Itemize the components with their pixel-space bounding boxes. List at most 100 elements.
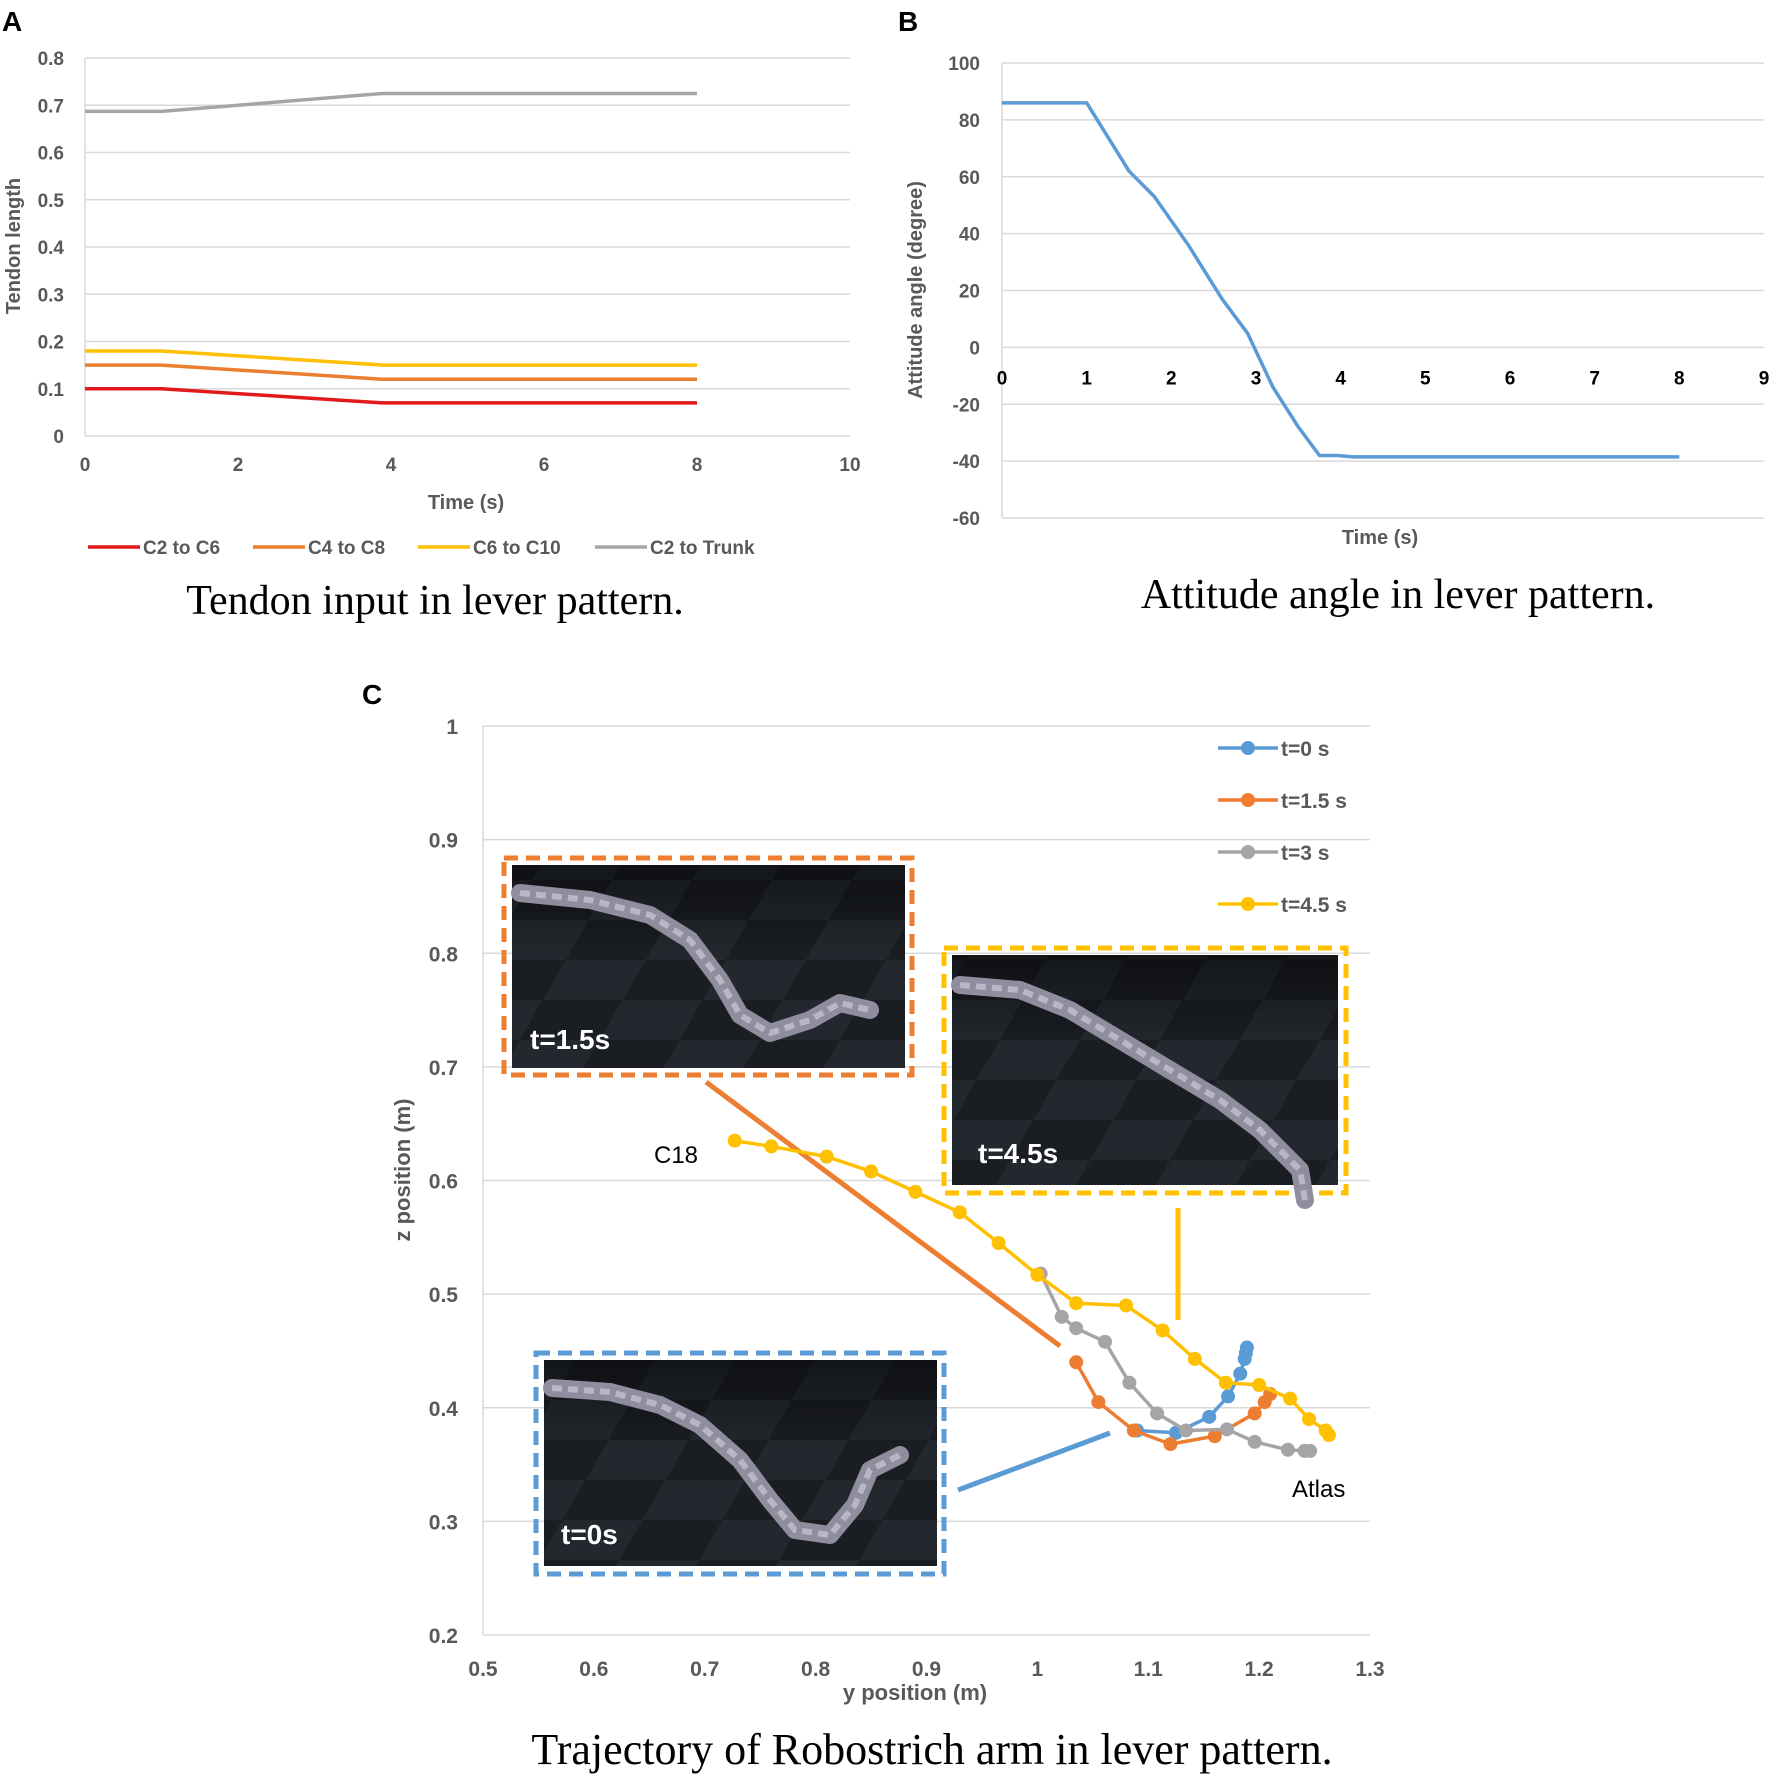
data-point-t-3-s (1178, 1423, 1193, 1438)
x-tick-label: 9 (1759, 368, 1770, 389)
data-point-t-4-5-s (1218, 1375, 1233, 1390)
panel-a-gridlines (84, 57, 850, 437)
data-point-t-4-5-s (764, 1139, 779, 1154)
inset-robot-arm-t15: t=1.5s (501, 855, 915, 1078)
data-point-t-4-5-s (1321, 1428, 1336, 1443)
data-point-t-4-5-s (908, 1184, 923, 1199)
y-tick-label: 0.3 (38, 285, 64, 306)
x-tick-label: 1 (1032, 1658, 1044, 1681)
x-tick-label: 0 (80, 455, 91, 476)
inset-frame-t15 (501, 855, 915, 1078)
data-point-t-4-5-s (1302, 1412, 1317, 1427)
legend-label: C2 to C6 (143, 538, 220, 559)
data-point-t-3-s (1280, 1442, 1295, 1457)
x-tick-label: 0.7 (690, 1658, 719, 1681)
data-point-t-4-5-s (1030, 1267, 1045, 1282)
data-point-t-1-5-s (1091, 1395, 1106, 1410)
series-line-c6-to-c10 (85, 349, 697, 367)
data-point-t-4-5-s (1155, 1323, 1170, 1338)
data-point-t-4-5-s (727, 1133, 742, 1148)
panel-a-x-axis-label: Time (s) (428, 492, 504, 514)
series-line-c2-to-trunk (85, 91, 697, 114)
data-point-t-4-5-s (1069, 1296, 1084, 1311)
y-tick-label: -60 (953, 509, 980, 530)
legend-marker (1241, 897, 1255, 911)
legend-label: C2 to Trunk (650, 538, 755, 559)
panel-b-caption: Attitude angle in lever pattern. (1141, 572, 1655, 618)
series-line-c2-to-c6 (85, 387, 697, 405)
data-point-t-1-5-s (1069, 1355, 1084, 1370)
panel-c-x-axis-label: y position (m) (843, 1680, 987, 1705)
panel-c-trajectory-chart: C 0.2 0.3 0.4 0.5 0.6 0.7 0.8 0.9 1 0.5 0.6 0.7 0.8… (362, 679, 1385, 1774)
series-line-attitude-angle (1002, 101, 1680, 459)
x-tick-label: 8 (692, 455, 703, 476)
data-point-t-4-5-s (819, 1149, 834, 1164)
x-tick-label: 1.3 (1355, 1658, 1384, 1681)
y-tick-label: 0.4 (38, 238, 65, 259)
panel-c-legend: t=0 s t=1.5 s t=3 s t=4.5 s (1218, 738, 1347, 917)
x-tick-label: 4 (1335, 368, 1346, 389)
y-tick-label: 40 (959, 225, 980, 246)
y-tick-label: 0.5 (429, 1284, 459, 1307)
data-point-t-3-s (1122, 1375, 1137, 1390)
panel-c-x-ticks: 0.5 0.6 0.7 0.8 0.9 1 1.1 1.2 1.3 (468, 1658, 1384, 1681)
data-point-t-1-5-s (1247, 1406, 1262, 1421)
y-tick-label: 60 (959, 168, 980, 189)
y-tick-label: 1 (446, 716, 458, 739)
inset-robot-arm-t45: t=4.5s (941, 945, 1349, 1209)
y-tick-label: 0 (53, 427, 64, 448)
data-point-t-3-s (1303, 1443, 1318, 1458)
inset-label-t45: t=4.5s (978, 1138, 1058, 1169)
legend-marker (1241, 793, 1255, 807)
panel-a-tendon-chart: A 0 0.1 0.2 0.3 0.4 0.5 0.6 0.7 0.8 0 2 4 6 8 10 Time… (2, 6, 861, 624)
y-tick-label: 80 (959, 111, 980, 132)
y-tick-label: 0 (969, 338, 980, 359)
legend-label: t=3 s (1281, 842, 1329, 865)
panel-c-y-ticks: 0.2 0.3 0.4 0.5 0.6 0.7 0.8 0.9 1 (429, 716, 459, 1648)
x-tick-label: 3 (1251, 368, 1262, 389)
connector-line-t15 (704, 1079, 1062, 1349)
x-tick-label: 1 (1081, 368, 1092, 389)
data-point-t-4-5-s (864, 1164, 879, 1179)
panel-c-series (727, 1133, 1336, 1458)
y-tick-label: 0.8 (38, 49, 64, 70)
panel-c-caption: Trajectory of Robostrich arm in lever pa… (531, 1725, 1332, 1774)
x-tick-label: 0.6 (579, 1658, 608, 1681)
x-tick-label: 8 (1674, 368, 1685, 389)
y-tick-label: 0.9 (429, 830, 458, 853)
data-point-t-1-5-s (1207, 1429, 1222, 1444)
legend-marker (1241, 741, 1255, 755)
panel-b-y-ticks: -60 -40 -20 0 20 40 60 80 100 (948, 54, 980, 530)
x-tick-label: 1.1 (1134, 1658, 1164, 1681)
x-tick-label: 2 (1166, 368, 1177, 389)
x-tick-label: 0 (997, 368, 1008, 389)
panel-b-x-ticks: 0 1 2 3 4 5 6 7 8 9 (997, 368, 1770, 389)
y-tick-label: 0.6 (429, 1171, 458, 1194)
y-tick-label: -20 (953, 395, 980, 416)
panel-b-y-axis-label: Attitude angle (degree) (905, 181, 927, 399)
y-tick-label: 0.5 (38, 191, 65, 212)
panel-a-caption: Tendon input in lever pattern. (186, 578, 683, 624)
legend-label: C4 to C8 (308, 538, 385, 559)
data-point-t-1-5-s (1163, 1437, 1178, 1452)
x-tick-label: 0.5 (468, 1658, 498, 1681)
x-tick-label: 10 (839, 455, 860, 476)
y-tick-label: 100 (948, 54, 980, 75)
legend-label: t=4.5 s (1281, 894, 1347, 917)
inset-label-t0: t=0s (561, 1519, 618, 1550)
data-point-t-0-s (1239, 1340, 1254, 1355)
panel-a-legend: C2 to C6 C4 to C8 C6 to C10 C2 to Trunk (88, 538, 755, 559)
panel-b-x-axis-label: Time (s) (1342, 527, 1418, 549)
connector-line-t0 (957, 1430, 1111, 1493)
legend-marker (1241, 845, 1255, 859)
data-point-t-4-5-s (1252, 1378, 1267, 1393)
inset-robot-arm-t0: t=0s (533, 1350, 947, 1577)
y-tick-label: 0.7 (38, 96, 64, 117)
x-tick-label: 0.9 (912, 1658, 941, 1681)
x-tick-label: 6 (1505, 368, 1516, 389)
x-tick-label: 5 (1420, 368, 1431, 389)
y-tick-label: 0.2 (429, 1625, 458, 1648)
x-tick-label: 4 (386, 455, 397, 476)
legend-label: t=1.5 s (1281, 790, 1347, 813)
x-tick-label: 1.2 (1245, 1658, 1274, 1681)
